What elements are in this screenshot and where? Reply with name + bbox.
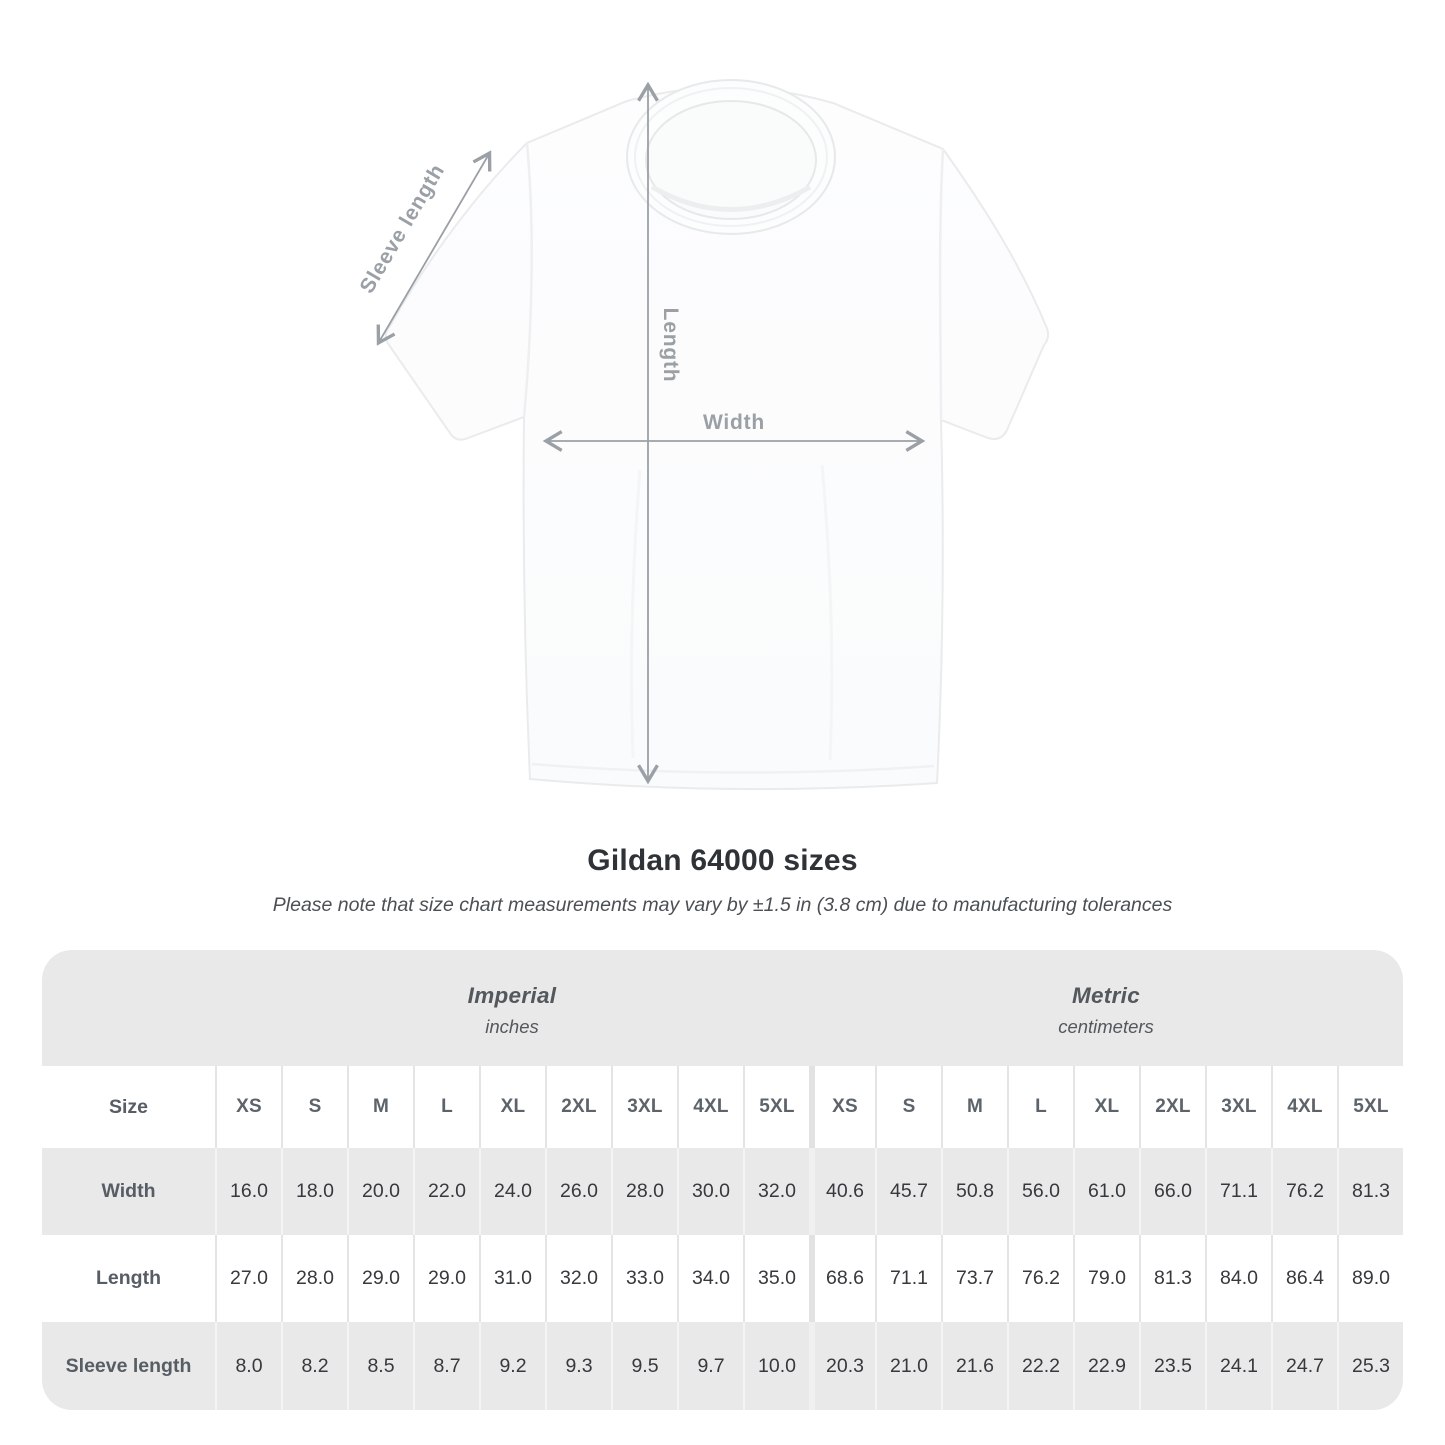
size-column-header: XS [809,1066,875,1148]
metric-header: Metric centimeters [809,950,1403,1066]
table-cell: 24.0 [479,1148,545,1235]
size-column-header: XS [215,1066,281,1148]
tolerance-note: Please note that size chart measurements… [272,894,1173,916]
row-label: Width [42,1148,215,1235]
table-cell: 16.0 [215,1148,281,1235]
table-cell: 9.2 [479,1322,545,1410]
table-cell: 81.3 [1139,1235,1205,1322]
table-cell: 8.2 [281,1322,347,1410]
size-column-header: L [413,1066,479,1148]
table-cell: 24.1 [1205,1322,1271,1410]
row-label: Length [42,1235,215,1322]
table-cell: 33.0 [611,1235,677,1322]
collar [626,79,836,235]
table-cell: 81.3 [1337,1148,1403,1235]
size-column-header: L [1007,1066,1073,1148]
table-cell: 20.3 [809,1322,875,1410]
table-cell: 25.3 [1337,1322,1403,1410]
table-cell: 10.0 [743,1322,809,1410]
table-cell: 30.0 [677,1148,743,1235]
unit-header-band: Imperial inches Metric centimeters [42,950,1403,1066]
size-column-header: M [941,1066,1007,1148]
unit-header-spacer [42,950,215,1066]
table-cell: 8.0 [215,1322,281,1410]
size-column-header: 2XL [545,1066,611,1148]
size-column-header: 3XL [611,1066,677,1148]
table-cell: 50.8 [941,1148,1007,1235]
width-arrow-label: Width [703,411,765,434]
size-column-header: 3XL [1205,1066,1271,1148]
size-column-header: XL [1073,1066,1139,1148]
table-cell: 9.5 [611,1322,677,1410]
table-cell: 40.6 [809,1148,875,1235]
size-column-header: 5XL [1337,1066,1403,1148]
table-cell: 22.0 [413,1148,479,1235]
metric-unit: centimeters [1058,1015,1154,1037]
left-sleeve-seam [522,142,533,418]
table-cell: 32.0 [743,1148,809,1235]
imperial-unit: inches [485,1015,539,1037]
size-column-header: 2XL [1139,1066,1205,1148]
table-cell: 56.0 [1007,1148,1073,1235]
table-cell: 29.0 [413,1235,479,1322]
table-cell: 71.1 [1205,1148,1271,1235]
size-chart-table: Imperial inches Metric centimeters Size X… [42,950,1403,1410]
size-column-header: S [281,1066,347,1148]
table-cell: 32.0 [545,1235,611,1322]
table-cell: 21.6 [941,1322,1007,1410]
size-column-header: M [347,1066,413,1148]
size-column-header: XL [479,1066,545,1148]
table-cell: 73.7 [941,1235,1007,1322]
table-cell: 24.7 [1271,1322,1337,1410]
table-cell: 28.0 [611,1148,677,1235]
hem-stitch [531,762,935,774]
row-label: Sleeve length [42,1322,215,1410]
size-column-header: S [875,1066,941,1148]
sleeve-length-arrow [376,150,492,346]
table-cell: 61.0 [1073,1148,1139,1235]
table-cell: 76.2 [1007,1235,1073,1322]
table-cell: 76.2 [1271,1148,1337,1235]
table-cell: 45.7 [875,1148,941,1235]
table-cell: 22.9 [1073,1322,1139,1410]
table-cell: 21.0 [875,1322,941,1410]
table-cell: 20.0 [347,1148,413,1235]
table-cell: 8.7 [413,1322,479,1410]
table-cell: 22.2 [1007,1322,1073,1410]
crease-line [820,464,834,761]
size-grid: Size XS S M L XL 2XL 3XL 4XL 5XL XS S M L XL 2XL 3XL 4XL 5… [42,1066,1403,1410]
size-column-header: 5XL [743,1066,809,1148]
table-cell: 71.1 [875,1235,941,1322]
imperial-title: Imperial [467,982,557,1008]
table-cell: 28.0 [281,1235,347,1322]
table-cell: 79.0 [1073,1235,1139,1322]
size-corner-label: Size [42,1066,215,1148]
table-cell: 35.0 [743,1235,809,1322]
table-cell: 29.0 [347,1235,413,1322]
table-cell: 86.4 [1271,1235,1337,1322]
table-cell: 68.6 [809,1235,875,1322]
table-cell: 26.0 [545,1148,611,1235]
imperial-header: Imperial inches [215,950,809,1066]
length-arrow-label: Length [659,308,682,383]
size-column-header: 4XL [1271,1066,1337,1148]
size-column-header: 4XL [677,1066,743,1148]
table-cell: 23.5 [1139,1322,1205,1410]
table-cell: 18.0 [281,1148,347,1235]
table-cell: 66.0 [1139,1148,1205,1235]
table-cell: 9.7 [677,1322,743,1410]
tshirt-measurement-diagram: Width Length Sleeve length [355,79,1050,791]
table-cell: 9.3 [545,1322,611,1410]
table-cell: 89.0 [1337,1235,1403,1322]
table-cell: 31.0 [479,1235,545,1322]
right-sleeve-seam [938,148,945,421]
page-title: Gildan 64000 sizes [587,844,858,877]
table-cell: 8.5 [347,1322,413,1410]
table-cell: 84.0 [1205,1235,1271,1322]
table-cell: 27.0 [215,1235,281,1322]
table-cell: 34.0 [677,1235,743,1322]
metric-title: Metric [1071,982,1141,1008]
